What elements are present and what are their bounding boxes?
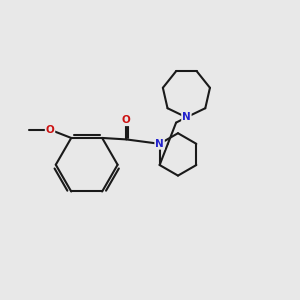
Text: N: N [155,139,164,149]
Text: N: N [182,112,191,122]
Text: O: O [122,115,131,125]
Text: O: O [46,125,54,135]
